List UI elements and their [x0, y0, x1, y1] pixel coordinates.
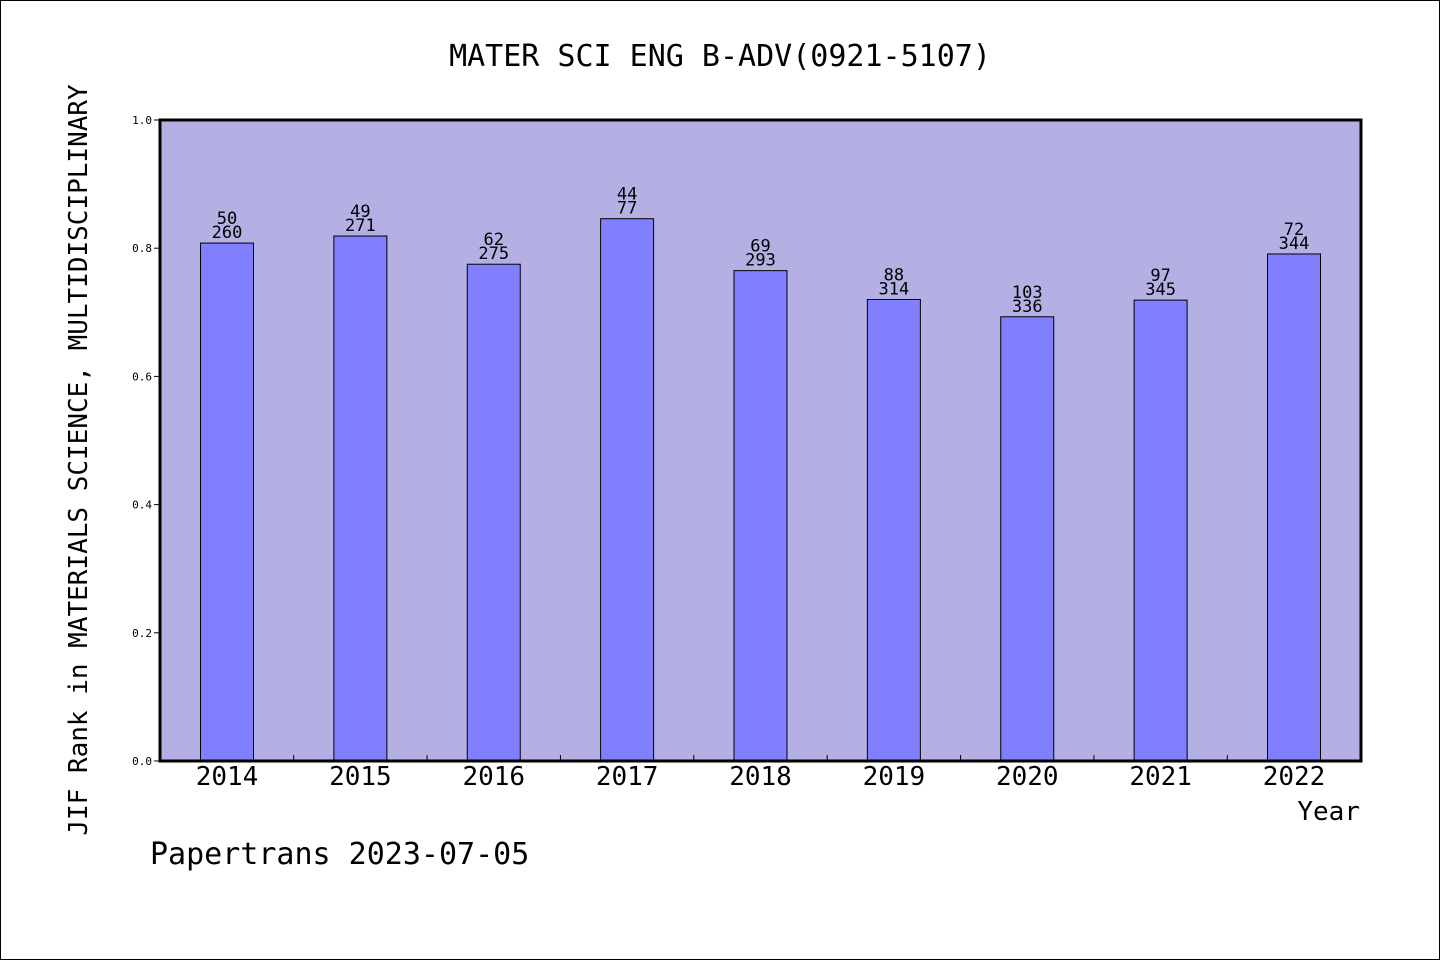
bar-2022: [1267, 253, 1321, 762]
chart-title: MATER SCI ENG B-ADV(0921-5107): [449, 39, 991, 74]
x-tick-label-2019: 2019: [863, 762, 926, 792]
bar-2019: [866, 298, 921, 762]
footer-credit: Papertrans 2023-07-05: [150, 837, 529, 872]
x-tick-label-2018: 2018: [729, 762, 792, 792]
bar-2015: [333, 235, 388, 762]
bar-2018: [733, 270, 788, 762]
rank-label-2017: 44: [617, 185, 637, 205]
x-tick-label-2016: 2016: [462, 762, 525, 792]
y-tick-label-0.4: 0.4: [132, 499, 152, 512]
total-label-2015: 271: [345, 216, 376, 236]
bar-2020: [1000, 316, 1055, 762]
bars-group: [200, 218, 1321, 762]
total-label-2014: 260: [212, 223, 243, 243]
total-label-2020: 336: [1012, 297, 1043, 317]
y-axis: 0.0 0.2 0.4 0.6 0.8 1.0: [132, 114, 160, 768]
y-axis-label: JIF Rank in MATERIALS SCIENCE, MULTIDISC…: [64, 84, 94, 836]
plot-border: [158, 118, 1363, 763]
x-tick-label-2022: 2022: [1263, 762, 1326, 792]
x-axis-label: Year: [1297, 797, 1360, 827]
x-tick-label-2014: 2014: [196, 762, 259, 792]
rank-label-2015: 49: [350, 202, 370, 222]
rank-label-2022: 72: [1284, 220, 1304, 240]
total-label-2019: 314: [879, 279, 910, 299]
y-tick-label-0.2: 0.2: [132, 627, 152, 640]
y-tick-label-0.0: 0.0: [132, 755, 152, 768]
total-label-2017: 77: [617, 199, 637, 219]
rank-label-2020: 103: [1012, 283, 1043, 303]
rank-label-2014: 50: [217, 209, 237, 229]
rank-label-2019: 88: [884, 265, 904, 285]
y-tick-label-0.6: 0.6: [132, 370, 152, 383]
x-tick-label-2017: 2017: [596, 762, 659, 792]
x-axis: 2014 2015 2016 2017 2018 2019 2020 2021 2022: [196, 755, 1326, 792]
bar-2021: [1133, 299, 1188, 762]
total-label-2018: 293: [745, 251, 776, 271]
x-tick-label-2020: 2020: [996, 762, 1059, 792]
bar-2017: [600, 218, 655, 762]
y-tick-label-0.8: 0.8: [132, 242, 152, 255]
rank-label-2018: 69: [750, 237, 770, 257]
total-label-2022: 344: [1279, 234, 1310, 254]
y-tick-label-1.0: 1.0: [132, 114, 152, 127]
bar-2016: [466, 263, 521, 762]
total-label-2016: 275: [478, 244, 509, 264]
bar-2014: [200, 242, 254, 762]
rank-label-2021: 97: [1150, 266, 1170, 286]
x-tick-label-2021: 2021: [1129, 762, 1192, 792]
rank-label-2016: 62: [484, 230, 504, 250]
x-tick-label-2015: 2015: [329, 762, 392, 792]
total-label-2021: 345: [1145, 280, 1176, 300]
